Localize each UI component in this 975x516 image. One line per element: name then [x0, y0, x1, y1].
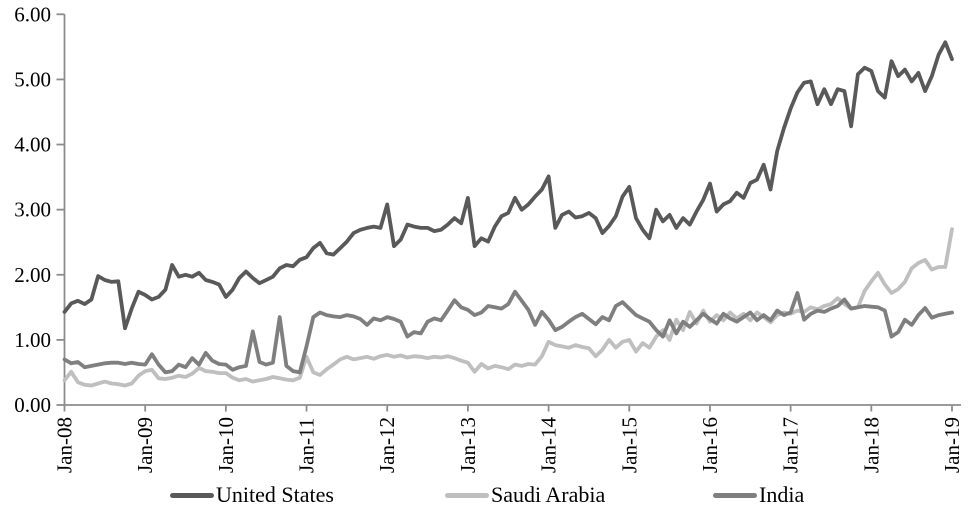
legend-item-united-states: United States	[170, 482, 334, 508]
x-axis-label: Jan-18	[859, 417, 883, 473]
series-line-india	[62, 289, 954, 375]
x-axis-label: Jan-08	[53, 417, 77, 473]
x-axis-label: Jan-17	[779, 417, 803, 473]
saudi-arabia-line-swatch	[445, 492, 489, 498]
y-axis-label: 4.00	[14, 133, 51, 157]
x-axis-label: Jan-19	[940, 417, 964, 473]
x-axis-label: Jan-10	[214, 417, 238, 473]
x-axis-label: Jan-14	[537, 417, 561, 473]
y-axis-label: 1.00	[14, 328, 51, 352]
united-states-line-swatch	[170, 492, 214, 498]
x-axis-label: Jan-13	[456, 417, 480, 473]
y-axis-label: 0.00	[14, 393, 51, 417]
legend-item-saudi-arabia: Saudi Arabia	[445, 482, 605, 508]
x-axis-label: Jan-16	[698, 417, 722, 473]
y-axis-label: 3.00	[14, 198, 51, 222]
x-axis: Jan-08 Jan-09 Jan-10 Jan-11 Jan-12 Jan-13 Jan-…	[53, 404, 964, 473]
x-axis-label: Jan-15	[617, 417, 641, 473]
legend: United States Saudi Arabia India	[0, 482, 975, 512]
series-line-united-states	[62, 40, 954, 331]
y-axis-label: 5.00	[14, 67, 51, 91]
y-axis-label: 6.00	[14, 2, 51, 26]
legend-item-india: India	[713, 482, 804, 508]
legend-label-saudi-arabia: Saudi Arabia	[491, 482, 606, 507]
x-axis-label: Jan-09	[133, 417, 157, 473]
x-axis-label: Jan-12	[375, 417, 399, 473]
india-line-swatch	[713, 492, 757, 498]
series-lines	[62, 40, 954, 388]
legend-label-india: India	[759, 482, 805, 507]
x-axis-label: Jan-11	[295, 418, 319, 473]
y-axis-label: 2.00	[14, 263, 51, 287]
legend-label-united-states: United States	[216, 482, 334, 507]
y-axis: 0.00 1.00 2.00 3.00 4.00 5.00 6.00	[14, 2, 66, 417]
